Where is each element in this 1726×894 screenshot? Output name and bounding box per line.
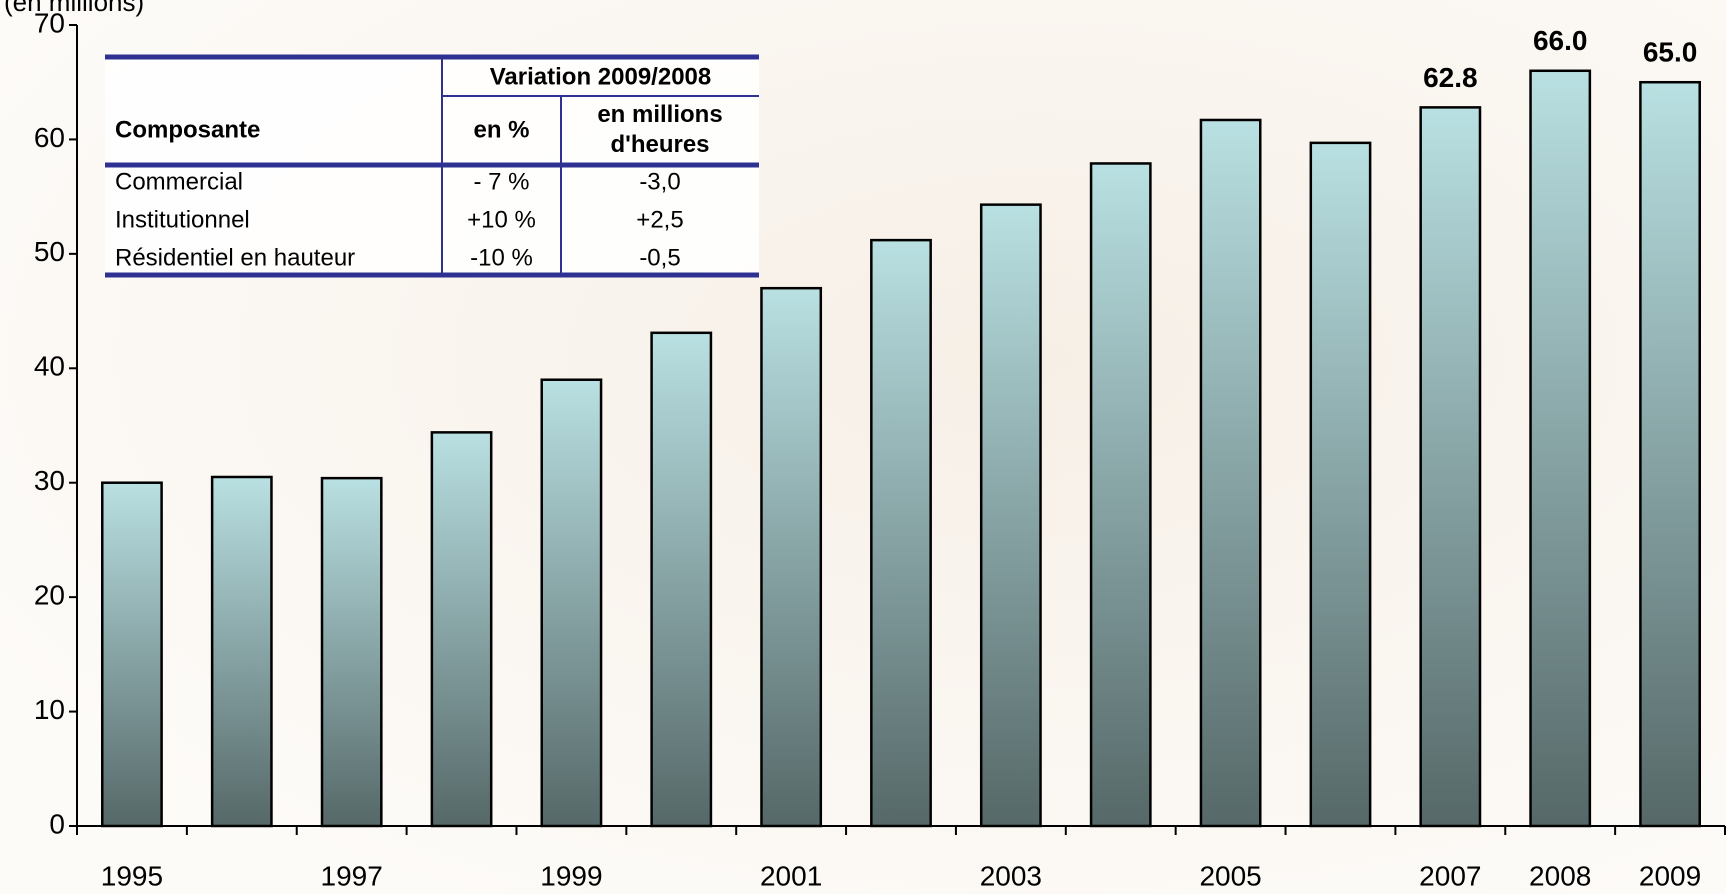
table-header: en millions d'heures [597, 101, 722, 158]
table-header: en % [473, 116, 529, 143]
bar [210, 475, 273, 828]
bar [101, 481, 163, 828]
y-axis-label: (en millions) [4, 0, 144, 17]
x-tick-label: 1995 [101, 860, 163, 891]
bar [650, 331, 713, 828]
bar [1089, 162, 1152, 828]
bar [430, 431, 493, 828]
value-label: 65.0 [1643, 37, 1698, 68]
bar [1639, 80, 1701, 828]
bar [1199, 118, 1262, 828]
table-cell: -0,5 [639, 244, 680, 271]
y-tick-label: 40 [34, 351, 65, 382]
x-tick-label: 2001 [760, 860, 822, 891]
bar [320, 476, 383, 828]
bar [540, 378, 603, 828]
inset-table: Variation 2009/2008 Composante en % en mill… [105, 54, 759, 278]
y-tick-label: 0 [49, 808, 65, 839]
table-cell: +2,5 [636, 206, 683, 233]
table-cell: Résidentiel en hauteur [115, 244, 355, 271]
table-cell: -10 % [470, 244, 533, 271]
y-tick-label: 30 [34, 465, 65, 496]
x-tick-label: 1997 [321, 860, 383, 891]
table-header: Composante [115, 116, 260, 143]
x-tick-label: 2007 [1419, 860, 1481, 891]
x-tick-label: 2003 [980, 860, 1042, 891]
bar [870, 238, 932, 828]
x-tick-label: 1999 [540, 860, 602, 891]
table-cell: -3,0 [639, 168, 680, 195]
bar [1309, 141, 1372, 828]
table-cell: +10 % [467, 206, 536, 233]
value-label: 62.8 [1423, 62, 1478, 93]
y-tick-label: 60 [34, 122, 65, 153]
table-cell: Commercial [115, 168, 243, 195]
bar [760, 286, 823, 828]
value-label: 66.0 [1533, 25, 1588, 56]
y-tick-label: 10 [34, 694, 65, 725]
bar [1529, 69, 1592, 828]
table-cell: - 7 % [473, 168, 529, 195]
table-cell: Institutionnel [115, 206, 250, 233]
y-tick-label: 20 [34, 580, 65, 611]
bar [1419, 106, 1482, 828]
x-tick-label: 2005 [1199, 860, 1261, 891]
x-tick-label: 2009 [1639, 860, 1701, 891]
y-tick-label: 50 [34, 236, 65, 267]
bar [979, 203, 1042, 828]
x-tick-label: 2008 [1529, 860, 1591, 891]
y-tick-label: 70 [34, 7, 65, 38]
table-header: Variation 2009/2008 [490, 63, 711, 90]
